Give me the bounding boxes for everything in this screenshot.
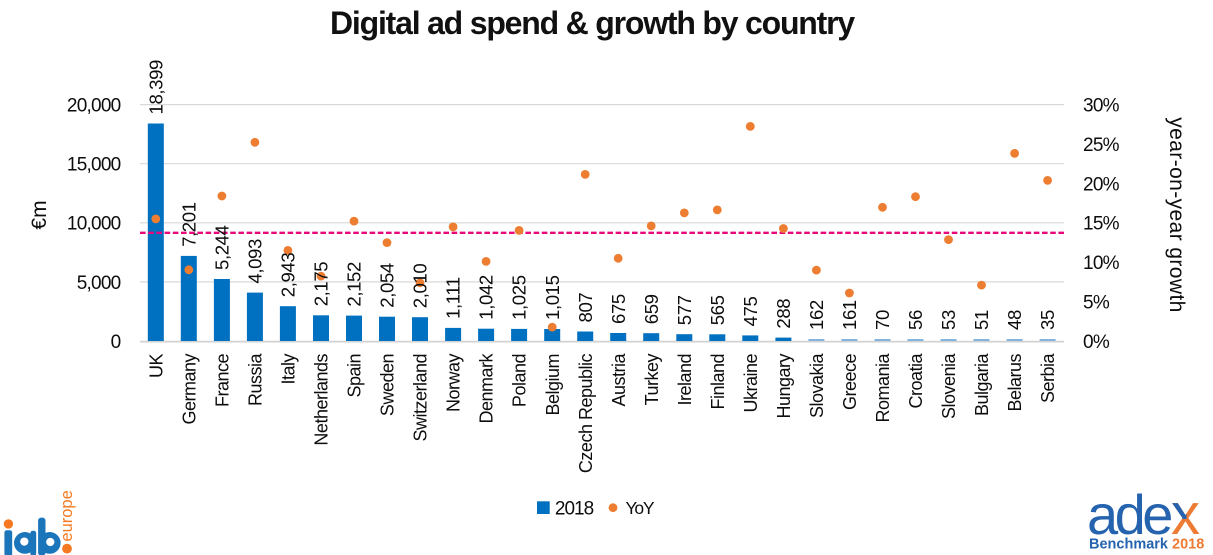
- svg-text:7,201: 7,201: [178, 202, 199, 247]
- svg-text:56: 56: [905, 310, 926, 330]
- svg-text:UK: UK: [146, 354, 166, 378]
- svg-text:5%: 5%: [1083, 293, 1110, 314]
- svg-text:Belgium: Belgium: [543, 354, 563, 416]
- svg-text:Benchmark 2018: Benchmark 2018: [1089, 537, 1204, 553]
- svg-text:51: 51: [971, 310, 992, 330]
- svg-text:162: 162: [806, 300, 827, 330]
- svg-text:Greece: Greece: [840, 354, 860, 411]
- svg-text:Norway: Norway: [444, 354, 464, 413]
- svg-text:Hungary: Hungary: [774, 354, 794, 419]
- svg-text:Serbia: Serbia: [1038, 353, 1058, 404]
- svg-text:2,152: 2,152: [344, 262, 365, 307]
- svg-text:Ukraine: Ukraine: [741, 354, 761, 413]
- svg-text:2,943: 2,943: [278, 253, 299, 298]
- svg-text:565: 565: [707, 295, 728, 325]
- svg-text:Belarus: Belarus: [1005, 354, 1025, 412]
- svg-text:15,000: 15,000: [67, 155, 121, 176]
- svg-text:Finland: Finland: [708, 354, 728, 410]
- svg-text:Ireland: Ireland: [675, 354, 695, 406]
- svg-text:0: 0: [111, 332, 121, 353]
- svg-text:1,042: 1,042: [476, 275, 497, 320]
- svg-text:Slovenia: Slovenia: [939, 353, 959, 420]
- svg-text:Denmark: Denmark: [477, 353, 497, 424]
- svg-text:18,399: 18,399: [145, 60, 166, 115]
- svg-text:Russia: Russia: [246, 353, 266, 407]
- svg-text:20,000: 20,000: [67, 96, 121, 117]
- svg-text:20%: 20%: [1083, 174, 1120, 195]
- svg-text:70: 70: [872, 310, 893, 330]
- svg-text:659: 659: [641, 294, 662, 324]
- svg-text:1,025: 1,025: [509, 275, 530, 320]
- svg-text:Digital ad spend & growth by c: Digital ad spend & growth by country: [330, 5, 855, 41]
- svg-text:Germany: Germany: [179, 354, 199, 425]
- svg-text:Slovakia: Slovakia: [807, 353, 827, 419]
- svg-text:35: 35: [1037, 310, 1058, 330]
- svg-text:1,015: 1,015: [542, 275, 563, 320]
- svg-text:Spain: Spain: [345, 354, 365, 398]
- svg-text:Netherlands: Netherlands: [312, 354, 332, 446]
- svg-text:France: France: [213, 354, 233, 408]
- svg-text:577: 577: [674, 295, 695, 325]
- svg-text:Romania: Romania: [873, 353, 893, 423]
- svg-text:2,010: 2,010: [410, 264, 431, 309]
- svg-text:2,175: 2,175: [311, 262, 332, 307]
- svg-text:year-on-year growth: year-on-year growth: [1165, 117, 1188, 313]
- svg-text:€m: €m: [28, 200, 51, 229]
- svg-text:Croatia: Croatia: [906, 353, 926, 409]
- svg-text:48: 48: [1004, 310, 1025, 330]
- svg-text:15%: 15%: [1083, 214, 1120, 235]
- svg-text:0%: 0%: [1083, 332, 1110, 353]
- svg-text:Bulgaria: Bulgaria: [972, 353, 992, 417]
- svg-text:Czech Republic: Czech Republic: [576, 354, 596, 474]
- svg-text:25%: 25%: [1083, 135, 1120, 156]
- svg-text:Italy: Italy: [279, 354, 299, 385]
- svg-text:europe: europe: [58, 490, 76, 541]
- svg-text:Turkey: Turkey: [642, 354, 662, 406]
- svg-text:1,111: 1,111: [443, 277, 464, 319]
- svg-text:675: 675: [608, 294, 629, 324]
- svg-text:x: x: [1171, 482, 1200, 547]
- svg-text:53: 53: [938, 310, 959, 330]
- svg-text:2018: 2018: [555, 499, 594, 520]
- svg-text:Poland: Poland: [510, 354, 530, 407]
- svg-text:x: x: [1171, 482, 1200, 547]
- svg-text:2,054: 2,054: [377, 263, 398, 308]
- svg-text:YoY: YoY: [626, 498, 655, 518]
- svg-text:4,093: 4,093: [245, 239, 266, 284]
- svg-text:Switzerland: Switzerland: [411, 354, 431, 442]
- svg-text:475: 475: [740, 297, 761, 327]
- svg-text:10,000: 10,000: [67, 214, 121, 235]
- svg-text:5,000: 5,000: [77, 273, 121, 294]
- svg-text:Sweden: Sweden: [378, 354, 398, 416]
- svg-text:288: 288: [773, 299, 794, 329]
- svg-text:10%: 10%: [1083, 253, 1120, 274]
- svg-text:807: 807: [575, 293, 596, 323]
- svg-text:161: 161: [839, 300, 860, 330]
- svg-text:Austria: Austria: [609, 353, 629, 407]
- svg-text:30%: 30%: [1083, 96, 1120, 117]
- svg-text:5,244: 5,244: [212, 225, 233, 270]
- svg-text:ade: ade: [1087, 483, 1171, 546]
